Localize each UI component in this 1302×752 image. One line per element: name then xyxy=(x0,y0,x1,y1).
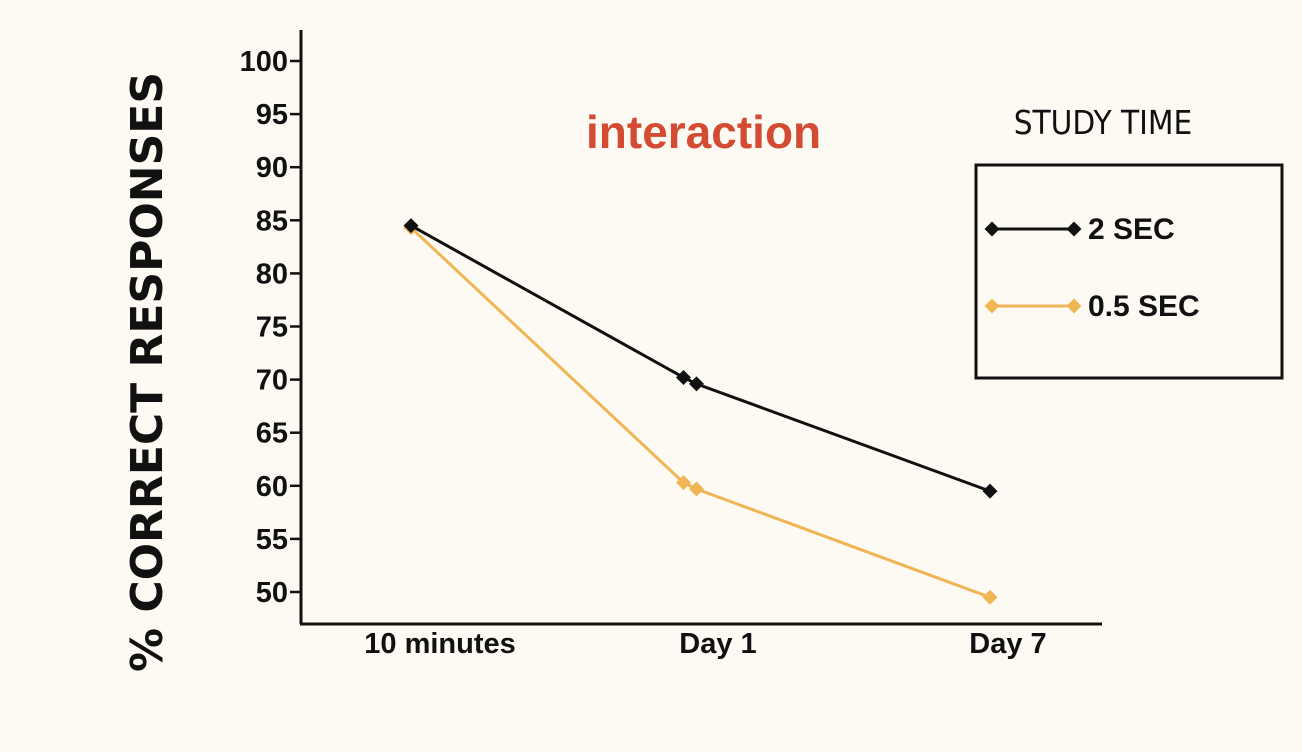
data-point-marker xyxy=(982,589,998,605)
series-line xyxy=(409,226,991,599)
data-point-marker xyxy=(676,475,691,491)
legend-label: 2 SEC xyxy=(1088,213,1175,246)
legend-item: 2 SEC xyxy=(984,213,1175,246)
series-half-sec xyxy=(403,220,998,605)
y-tick-label: 60 xyxy=(256,471,288,503)
legend-title: STUDY TIME xyxy=(1014,103,1193,142)
series-line xyxy=(410,224,991,493)
legend: STUDY TIME 2 SEC 0.5 SEC xyxy=(974,103,1284,380)
legend-swatch-marker xyxy=(984,298,1000,314)
y-tick-label: 95 xyxy=(256,99,288,131)
y-tick-label: 65 xyxy=(256,418,288,450)
y-tick-label: 55 xyxy=(256,524,288,556)
legend-box xyxy=(974,163,1284,380)
x-category-label: 10 minutes xyxy=(364,628,516,660)
data-point-marker xyxy=(403,218,419,234)
legend-label: 0.5 SEC xyxy=(1088,290,1200,323)
legend-swatch-marker xyxy=(984,221,1000,237)
data-point-marker xyxy=(676,369,691,385)
data-point-marker xyxy=(982,483,998,499)
legend-item: 0.5 SEC xyxy=(984,290,1200,323)
y-tick-label: 100 xyxy=(240,46,288,78)
legend-swatch-marker xyxy=(1066,221,1082,237)
x-category-label: Day 1 xyxy=(679,628,756,660)
y-tick-label: 80 xyxy=(256,258,288,290)
x-category-label: Day 7 xyxy=(969,628,1046,660)
y-axis-label: % CORRECT RESPONSES xyxy=(122,72,173,672)
series-layer xyxy=(403,218,998,605)
series-two-sec xyxy=(403,218,998,499)
y-tick-label: 50 xyxy=(256,577,288,609)
data-point-marker xyxy=(689,481,704,497)
legend-swatch-marker xyxy=(1066,298,1082,314)
legend-items: 2 SEC 0.5 SEC xyxy=(984,213,1200,323)
y-tick-label: 90 xyxy=(256,152,288,184)
chart-annotation: interaction xyxy=(586,106,821,158)
x-categories: 10 minutes Day 1 Day 7 xyxy=(364,628,1046,660)
y-tick-label: 75 xyxy=(256,312,288,344)
data-point-marker xyxy=(689,376,704,392)
y-ticks: 100 95 90 85 80 75 70 65 60 55 50 xyxy=(240,46,301,609)
y-tick-label: 85 xyxy=(256,205,288,237)
y-tick-label: 70 xyxy=(256,365,288,397)
